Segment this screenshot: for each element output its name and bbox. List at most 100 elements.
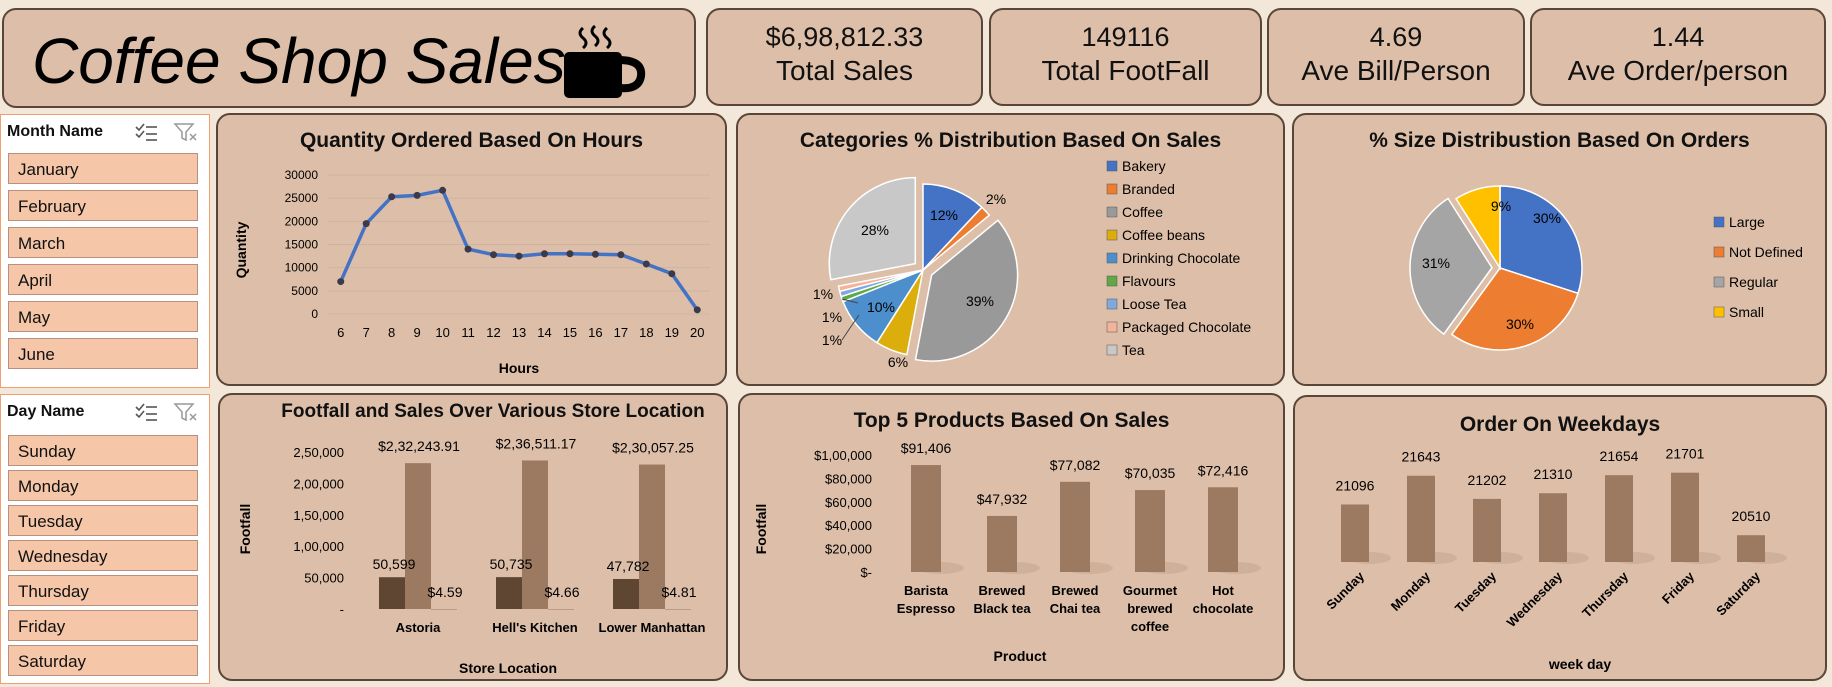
slicer-item-wednesday[interactable]: Wednesday xyxy=(8,540,198,571)
data-label: 21701 xyxy=(1666,446,1705,462)
legend-swatch xyxy=(1106,252,1118,264)
slice-label: 9% xyxy=(1491,198,1511,214)
x-tick-label: Thursday xyxy=(1579,568,1632,621)
data-label: $72,416 xyxy=(1198,462,1249,478)
y-tick-label: 1,00,000 xyxy=(293,539,344,554)
x-axis-label: Store Location xyxy=(459,660,557,676)
hours-line-panel: Quantity Ordered Based On Hours 0 5000 100… xyxy=(216,113,727,386)
data-point xyxy=(540,250,548,258)
data-label: 20510 xyxy=(1732,508,1771,524)
slicer-item-thursday[interactable]: Thursday xyxy=(8,575,198,606)
data-point xyxy=(515,252,523,260)
legend-label: Branded xyxy=(1122,181,1175,197)
y-axis-label: Footfall xyxy=(237,504,253,555)
x-tick-label: 8 xyxy=(388,325,395,340)
multi-select-icon[interactable] xyxy=(133,121,159,143)
bar xyxy=(379,577,405,609)
data-label: 50,599 xyxy=(373,556,416,572)
pie-slice-packaged-chocolate xyxy=(837,269,924,293)
pie-slice-tea xyxy=(828,176,917,281)
x-tick-label: Brewed xyxy=(1052,583,1099,598)
slicer-title: Month Name xyxy=(7,123,103,140)
x-tick-label: 13 xyxy=(512,325,526,340)
products-bar-chart: $- $20,000 $40,000 $60,000 $80,000 $1,00,000 $… xyxy=(753,440,1261,664)
slicer-item-sunday[interactable]: Sunday xyxy=(8,435,198,466)
slicer-item-friday[interactable]: Friday xyxy=(8,610,198,641)
slicer-item-saturday[interactable]: Saturday xyxy=(8,645,198,676)
x-tick-label: 15 xyxy=(563,325,577,340)
kpi-label: Ave Order/person xyxy=(1567,55,1789,86)
legend-label: Tea xyxy=(1122,342,1145,358)
slicer-item-monday[interactable]: Monday xyxy=(8,470,198,501)
clear-filter-icon[interactable] xyxy=(173,121,199,143)
bar xyxy=(987,515,1017,572)
slice-label: 30% xyxy=(1533,210,1561,226)
pie-slice-bakery xyxy=(922,183,983,272)
weekday-bar-panel: Order On Weekdays 21096 Sunday 21643 Monday… xyxy=(1293,395,1827,681)
legend-swatch xyxy=(1106,275,1118,287)
x-tick-label: 20 xyxy=(690,325,704,340)
legend-swatch xyxy=(1106,160,1118,172)
x-tick-label: 9 xyxy=(414,325,421,340)
x-tick-label: Chai tea xyxy=(1050,601,1101,616)
month-slicer[interactable]: Month Name January February March April May J… xyxy=(0,114,210,388)
x-axis-label: Product xyxy=(994,648,1047,664)
title-panel: Coffee Shop Sales xyxy=(2,8,696,108)
slicer-item-tuesday[interactable]: Tuesday xyxy=(8,505,198,536)
size-pie-chart: 30% 30% 31% 9% Large Not Defined Regular Small xyxy=(1409,185,1803,351)
x-tick-label: Brewed xyxy=(979,583,1026,598)
slice-label: 1% xyxy=(822,332,842,348)
bar xyxy=(1060,481,1090,572)
legend-label: Packaged Chocolate xyxy=(1122,319,1251,335)
data-point xyxy=(362,220,370,228)
multi-select-icon[interactable] xyxy=(133,401,159,423)
legend-label: Small xyxy=(1729,304,1764,320)
kpi-label: Total FootFall xyxy=(1041,55,1210,86)
kpi-label: Ave Bill/Person xyxy=(1301,55,1491,86)
day-slicer[interactable]: Day Name Sunday Monday Tuesday Wednesday Thu… xyxy=(0,394,210,684)
legend-swatch xyxy=(1106,321,1118,333)
x-tick-label: coffee xyxy=(1131,619,1169,634)
size-pie-panel: % Size Distribustion Based On Orders 30%… xyxy=(1292,113,1827,386)
x-tick-label: 6 xyxy=(337,325,344,340)
data-label: 21202 xyxy=(1468,472,1507,488)
data-label: $47,932 xyxy=(977,491,1028,507)
slice-label: 12% xyxy=(930,207,958,223)
data-point xyxy=(693,306,701,314)
coffee-cup-icon xyxy=(564,24,646,98)
legend-label: Drinking Chocolate xyxy=(1122,250,1240,266)
y-tick-label: 25000 xyxy=(285,191,319,205)
pie-slice-coffee xyxy=(914,219,1019,362)
y-tick-label: $20,000 xyxy=(825,542,872,557)
legend-label: Flavours xyxy=(1122,273,1176,289)
data-label: $2,32,243.91 xyxy=(378,438,460,454)
slicer-item-march[interactable]: March xyxy=(8,227,198,258)
slicer-item-april[interactable]: April xyxy=(8,264,198,295)
hours-line-chart: 0 5000 10000 15000 20000 25000 30000 6 7 8 9 10 11 12… xyxy=(233,168,710,376)
y-axis-label: Footfall xyxy=(753,504,769,555)
legend-swatch xyxy=(1106,206,1118,218)
slicer-item-february[interactable]: February xyxy=(8,190,198,221)
legend-swatch xyxy=(1713,276,1725,288)
x-tick-label: Hot xyxy=(1212,583,1234,598)
clear-filter-icon[interactable] xyxy=(173,401,199,423)
data-point xyxy=(413,191,421,199)
x-tick-label: 7 xyxy=(363,325,370,340)
pie-slice-regular xyxy=(1409,197,1493,336)
slicer-item-may[interactable]: May xyxy=(8,301,198,332)
slice-label: 28% xyxy=(861,222,889,238)
bar xyxy=(1473,498,1501,562)
slicer-item-june[interactable]: June xyxy=(8,338,198,369)
slicer-item-january[interactable]: January xyxy=(8,153,198,184)
bar xyxy=(1671,472,1699,562)
bar xyxy=(1407,475,1435,562)
y-tick-label: $1,00,000 xyxy=(814,448,872,463)
bar xyxy=(1341,504,1369,562)
y-tick-label: $80,000 xyxy=(825,471,872,486)
y-tick-label: 2,50,000 xyxy=(293,445,344,460)
chart-title: Order On Weekdays xyxy=(1459,413,1661,436)
legend-swatch xyxy=(1713,306,1725,318)
bar xyxy=(639,464,665,609)
legend-swatch xyxy=(1713,246,1725,258)
bar xyxy=(1605,475,1633,562)
